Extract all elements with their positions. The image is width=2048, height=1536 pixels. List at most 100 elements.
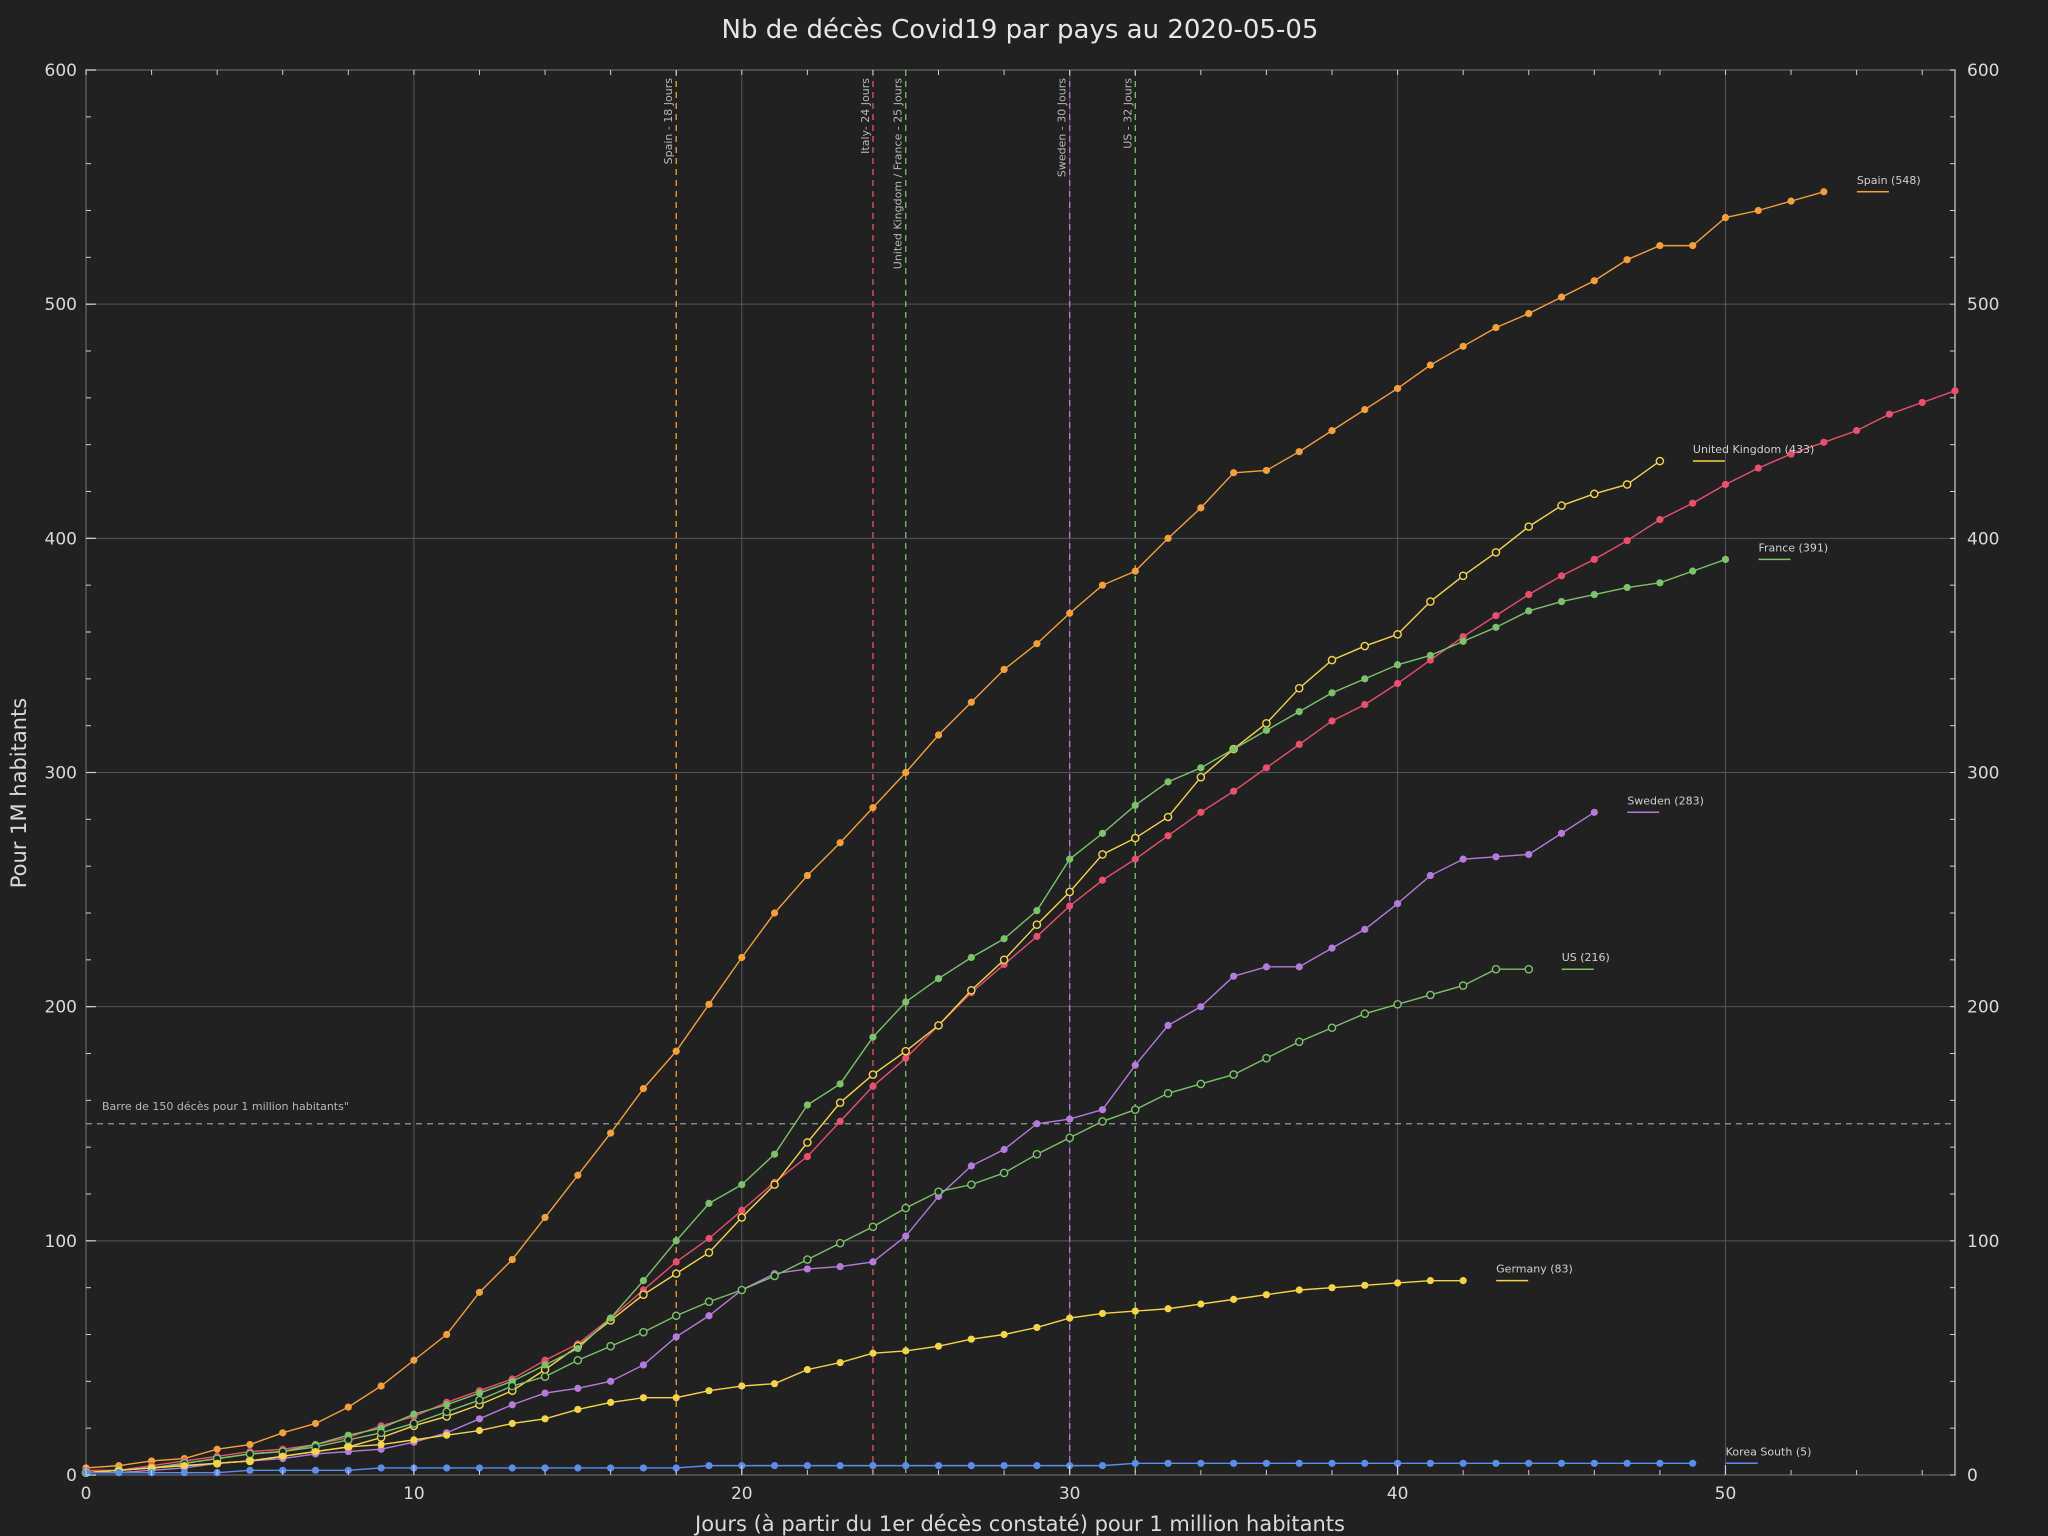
data-point: [541, 1361, 549, 1369]
data-point: [671, 1311, 681, 1321]
series-line: [85, 968, 1529, 1474]
data-point: [1164, 1305, 1172, 1313]
data-point: [1590, 277, 1598, 285]
data-point: [541, 1213, 549, 1222]
data-point: [1458, 981, 1468, 990]
y-tick-label-right: 500: [1967, 295, 1999, 315]
data-point: [967, 1335, 975, 1343]
y-tick-label-right: 400: [1967, 529, 1999, 549]
data-point: [1066, 1115, 1074, 1123]
data-point: [1426, 361, 1434, 369]
data-point: [475, 1288, 484, 1296]
data-point: [1033, 1120, 1041, 1128]
x-tick-label: 0: [81, 1484, 92, 1504]
data-point: [1361, 405, 1369, 414]
data-point: [443, 1431, 451, 1439]
data-point: [311, 1466, 320, 1474]
series-label: US (216): [1562, 951, 1610, 964]
data-point: [1426, 1459, 1434, 1467]
data-point: [475, 1389, 484, 1397]
data-point: [704, 1248, 714, 1257]
data-point: [902, 768, 910, 777]
data-point: [541, 1389, 549, 1397]
data-point: [1197, 1459, 1205, 1467]
data-point: [672, 1237, 680, 1245]
data-point: [1622, 480, 1632, 489]
data-point: [705, 1234, 713, 1243]
data-point: [1295, 448, 1303, 456]
data-point: [770, 909, 779, 917]
data-point: [1000, 1145, 1008, 1154]
data-point: [934, 1342, 943, 1350]
data-point: [999, 1168, 1009, 1178]
data-point: [1230, 745, 1238, 753]
data-point: [410, 1356, 418, 1364]
data-point: [705, 1312, 713, 1320]
data-point: [1754, 206, 1762, 215]
y-tick-label-right: 100: [1967, 1232, 1999, 1252]
data-point: [902, 1232, 910, 1240]
data-point: [803, 1138, 812, 1147]
data-point: [1000, 1462, 1008, 1470]
grid: [85, 69, 1955, 1476]
event-line-label: US - 32 Jours: [1121, 78, 1134, 149]
data-point: [835, 1098, 845, 1107]
data-point: [1885, 410, 1894, 418]
data-point: [803, 1265, 811, 1273]
data-point: [1459, 342, 1467, 350]
data-point: [1327, 1023, 1337, 1033]
data-point: [1262, 1053, 1271, 1063]
data-point: [1033, 907, 1041, 915]
data-point: [738, 1181, 746, 1189]
data-point: [1328, 427, 1336, 435]
data-point: [672, 1333, 680, 1341]
data-point: [1361, 1281, 1369, 1289]
event-line-label: Italy- 24 Jours: [859, 78, 872, 154]
data-point: [738, 953, 746, 962]
data-point: [1361, 1459, 1369, 1467]
data-point: [1196, 1079, 1206, 1089]
data-point: [574, 1384, 582, 1392]
data-point: [1590, 590, 1598, 599]
data-point: [738, 1382, 746, 1390]
data-point: [803, 1462, 811, 1470]
data-point: [869, 804, 877, 812]
y-tick-label: 600: [45, 61, 77, 81]
data-point: [1328, 944, 1336, 952]
y-axis-label: Pour 1M habitants: [7, 698, 31, 888]
data-point: [1721, 213, 1730, 222]
data-point: [1164, 1459, 1172, 1467]
data-point: [869, 1462, 877, 1470]
data-point: [1295, 1459, 1303, 1467]
data-point: [934, 731, 943, 739]
data-point: [1361, 700, 1369, 709]
data-point: [607, 1314, 615, 1322]
data-point: [1230, 972, 1238, 980]
data-point: [1262, 466, 1271, 475]
data-point: [1590, 555, 1598, 564]
data-point: [607, 1464, 615, 1472]
data-point: [1689, 567, 1697, 575]
data-point: [1131, 567, 1139, 575]
data-point: [1459, 637, 1467, 645]
data-point: [1393, 1279, 1402, 1287]
data-point: [1492, 1459, 1500, 1467]
data-point: [1328, 1284, 1336, 1292]
data-point: [1360, 641, 1370, 651]
data-point: [1557, 597, 1566, 606]
data-point: [1393, 1000, 1402, 1009]
data-point: [934, 1021, 943, 1030]
data-point: [1262, 1291, 1271, 1299]
data-point: [1066, 1314, 1074, 1322]
data-point: [508, 1464, 516, 1472]
data-point: [705, 1000, 713, 1008]
data-point: [1426, 871, 1434, 880]
data-point: [540, 1372, 550, 1381]
data-point: [475, 1415, 484, 1423]
data-point: [1426, 651, 1434, 660]
data-point: [639, 1464, 648, 1472]
data-point: [1426, 1277, 1434, 1285]
data-point: [803, 1255, 812, 1264]
data-point: [1492, 323, 1500, 332]
